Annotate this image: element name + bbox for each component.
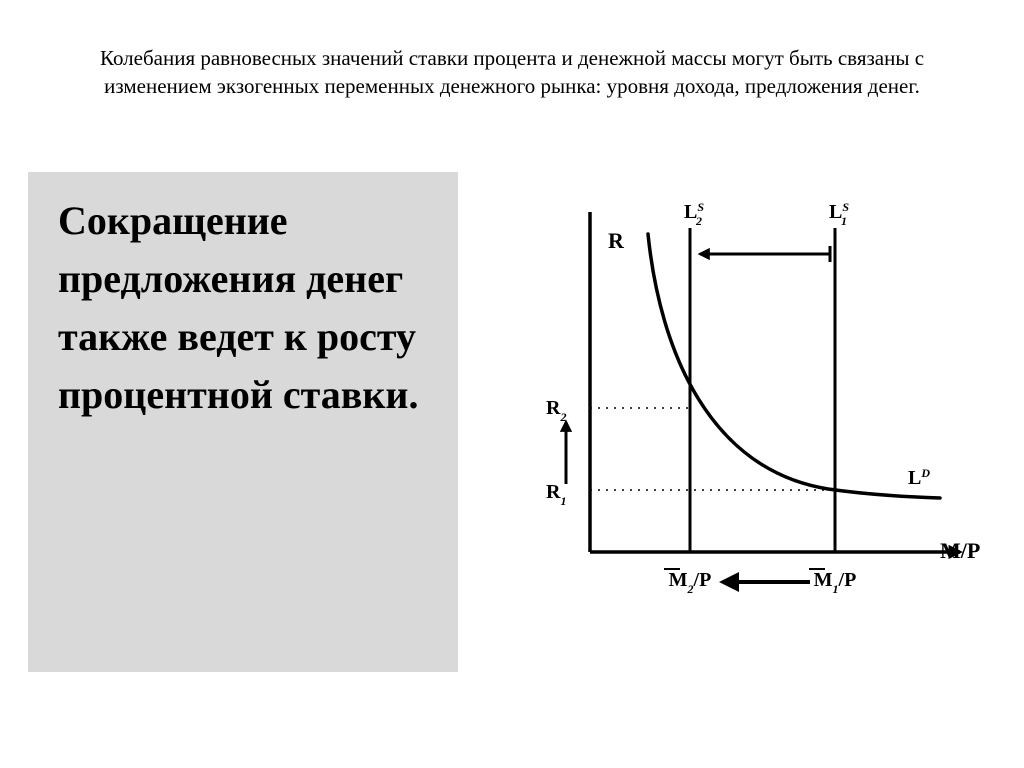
ls2-label: LS2 — [684, 200, 704, 228]
diagram-svg: R M/P LS2 LS1 LD R2 R1 M2/P M1/P — [500, 172, 980, 632]
m2-label: M2/P — [669, 569, 712, 596]
r2-label: R2 — [546, 397, 566, 424]
caption-text: Колебания равновесных значений ставки пр… — [100, 46, 924, 98]
ld-label: LD — [908, 466, 930, 489]
highlight-panel: Сокращение предложения денег также ведет… — [28, 172, 458, 672]
r1-label: R1 — [546, 481, 566, 508]
panel-text: Сокращение предложения денег также ведет… — [58, 192, 434, 424]
demand-curve — [648, 234, 940, 498]
slide-caption: Колебания равновесных значений ставки пр… — [80, 44, 944, 101]
ls1-label: LS1 — [829, 200, 849, 228]
x-axis-label: M/P — [940, 538, 980, 563]
money-market-diagram: R M/P LS2 LS1 LD R2 R1 M2/P M1/P — [500, 172, 980, 672]
m1-label: M1/P — [814, 569, 857, 596]
y-axis-label: R — [608, 228, 625, 253]
